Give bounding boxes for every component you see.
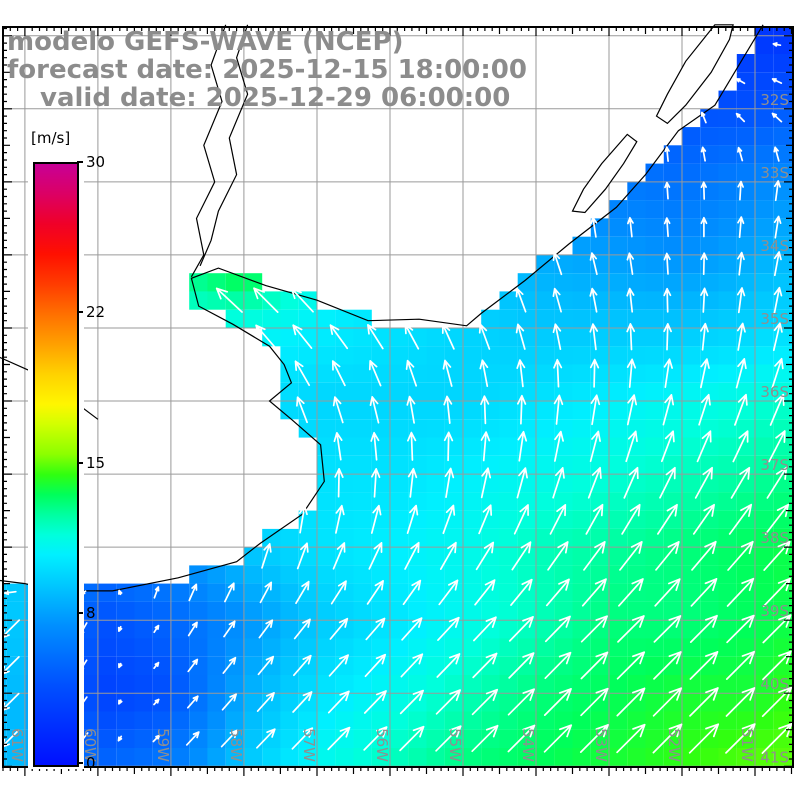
longitude-label: 57W <box>300 728 318 762</box>
longitude-label: 53W <box>592 728 610 762</box>
longitude-label: 56W <box>373 728 391 762</box>
colorbar-tick-label: 22 <box>86 303 106 322</box>
latitude-label: 35S <box>760 310 789 328</box>
colorbar-gradient <box>33 162 79 767</box>
colorbar-tick-mark <box>77 611 83 614</box>
latitude-label: 36S <box>760 383 789 401</box>
river-line <box>199 24 249 267</box>
colorbar-tick-label: 30 <box>86 153 106 171</box>
longitude-label: 51W <box>738 728 756 762</box>
lagoon-outline <box>655 24 734 125</box>
latitude-label: 32S <box>760 91 789 109</box>
river-line <box>190 24 227 278</box>
longitude-label: 60W <box>81 728 99 762</box>
axis-labels: 61W 60W 59W 58W 57W 56W 55W 54W 53W 52W 51W 32S 33S 3… <box>8 91 789 766</box>
longitude-label: 55W <box>446 728 464 762</box>
colorbar-tick-mark <box>77 311 83 314</box>
sea-color-cells <box>3 27 793 767</box>
longitude-label: 61W <box>8 728 26 762</box>
colorbar-tick-mark <box>77 161 83 163</box>
latitude-label: 34S <box>760 237 789 255</box>
gridlines <box>3 27 793 767</box>
longitude-label: 59W <box>154 728 172 762</box>
longitude-label: 52W <box>665 728 683 762</box>
latitude-label: 37S <box>760 456 789 474</box>
latitude-label: 38S <box>760 529 789 547</box>
coastline <box>0 24 764 592</box>
frame-and-ticks <box>2 26 794 776</box>
longitude-label: 58W <box>227 728 245 762</box>
coast-line <box>0 24 764 592</box>
colorbar-tick-label: 15 <box>86 453 106 472</box>
longitude-label: 54W <box>519 728 537 762</box>
latitude-label: 40S <box>760 675 789 693</box>
colorbar-tick-label: 0 <box>86 754 96 772</box>
lagoon-outline <box>571 133 638 214</box>
colorbar-tick-label: 8 <box>86 603 96 622</box>
wind-arrows <box>0 42 793 754</box>
latitude-label: 41S <box>760 748 789 766</box>
latitude-label: 39S <box>760 602 789 620</box>
colorbar-tick-mark <box>77 461 83 464</box>
colorbar-tick-mark <box>77 762 83 764</box>
latitude-label: 33S <box>760 164 789 182</box>
colorbar-unit-label: [m/s] <box>31 129 71 147</box>
